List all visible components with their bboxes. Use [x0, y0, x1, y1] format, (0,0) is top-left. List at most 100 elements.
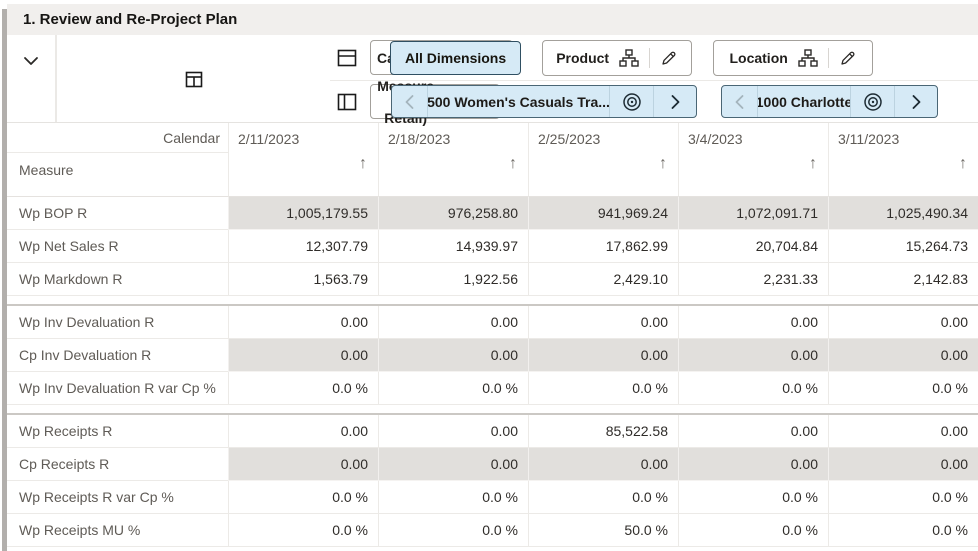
pane-layout-button[interactable] — [183, 68, 205, 90]
all-dimensions-button[interactable]: All Dimensions — [390, 41, 521, 75]
product-page-selector: 500 Women's Casuals Tra... — [391, 85, 697, 118]
value-cell[interactable]: 0.0 % — [228, 481, 378, 514]
value-cell[interactable]: 0.00 — [228, 448, 378, 481]
column-header[interactable]: 3/4/2023 ↑ — [678, 123, 828, 197]
measure-row-label[interactable]: Cp Inv Devaluation R — [7, 339, 228, 372]
row-dimension-label[interactable]: Measure — [7, 153, 228, 196]
column-header[interactable]: 3/11/2023 ↑ — [828, 123, 978, 197]
value-cell[interactable]: 0.0 % — [828, 481, 978, 514]
value-cell[interactable]: 0.00 — [528, 306, 678, 339]
measure-row-label[interactable]: Wp Net Sales R — [7, 230, 228, 263]
value-cell[interactable]: 0.0 % — [678, 481, 828, 514]
value-cell[interactable]: 1,922.56 — [378, 263, 528, 296]
column-header[interactable]: 2/18/2023 ↑ — [378, 123, 528, 197]
hierarchy-icon[interactable] — [619, 49, 639, 67]
value-cell[interactable]: 14,939.97 — [378, 230, 528, 263]
value-cell[interactable]: 0.00 — [828, 448, 978, 481]
value-cell[interactable]: 0.0 % — [828, 514, 978, 547]
value-cell[interactable]: 2,231.33 — [678, 263, 828, 296]
measure-row-label[interactable]: Wp Inv Devaluation R var Cp % — [7, 372, 228, 405]
location-axis-button[interactable]: Location — [713, 40, 873, 76]
value-cell[interactable]: 0.0 % — [378, 372, 528, 405]
value-cell[interactable]: 0.00 — [378, 339, 528, 372]
value-cell[interactable]: 2,142.83 — [828, 263, 978, 296]
collapse-panel-button[interactable] — [21, 54, 41, 70]
product-next-button[interactable] — [654, 86, 696, 117]
value-cell[interactable]: 12,307.79 — [228, 230, 378, 263]
value-cell[interactable]: 50.0 % — [528, 514, 678, 547]
value-cell[interactable]: 2,429.10 — [528, 263, 678, 296]
sort-ascending-icon[interactable]: ↑ — [509, 155, 517, 173]
measure-row-label[interactable]: Cp Receipts R — [7, 448, 228, 481]
hierarchy-icon[interactable] — [798, 49, 818, 67]
location-selection-label[interactable]: 1000 Charlotte — [758, 86, 851, 117]
value-cell[interactable]: 0.00 — [378, 415, 528, 448]
value-cell[interactable]: 0.00 — [378, 448, 528, 481]
value-cell[interactable]: 0.00 — [528, 339, 678, 372]
product-prev-button[interactable] — [392, 86, 428, 117]
value-cell[interactable]: 0.0 % — [678, 514, 828, 547]
value-cell[interactable]: 0.00 — [228, 306, 378, 339]
value-cell[interactable]: 17,862.99 — [528, 230, 678, 263]
location-next-button[interactable] — [895, 86, 937, 117]
value-cell[interactable]: 0.0 % — [228, 514, 378, 547]
column-axis-icon — [336, 91, 358, 113]
product-target-button[interactable] — [610, 86, 654, 117]
measure-row-label[interactable]: Wp Inv Devaluation R — [7, 306, 228, 339]
edit-pencil-icon[interactable] — [839, 49, 857, 67]
toolbar-collapse-area — [7, 35, 56, 122]
location-prev-button[interactable] — [722, 86, 758, 117]
column-dimension-label[interactable]: Calendar — [7, 123, 228, 153]
value-cell[interactable]: 0.00 — [678, 339, 828, 372]
product-selection-label[interactable]: 500 Women's Casuals Tra... — [428, 86, 610, 117]
measure-row-label[interactable]: Wp Receipts R — [7, 415, 228, 448]
window-edge — [2, 9, 7, 551]
edit-pencil-icon[interactable] — [660, 49, 678, 67]
sort-ascending-icon[interactable]: ↑ — [959, 155, 967, 173]
sort-ascending-icon[interactable]: ↑ — [359, 155, 367, 173]
value-cell[interactable]: 0.0 % — [228, 372, 378, 405]
column-header[interactable]: 2/25/2023 ↑ — [528, 123, 678, 197]
value-cell[interactable]: 941,969.24 — [528, 197, 678, 230]
value-cell[interactable]: 1,072,091.71 — [678, 197, 828, 230]
value-cell[interactable]: 976,258.80 — [378, 197, 528, 230]
value-cell[interactable]: 0.00 — [828, 339, 978, 372]
pane-layout-icon — [183, 68, 205, 90]
value-cell[interactable]: 85,522.58 — [528, 415, 678, 448]
sort-ascending-icon[interactable]: ↑ — [659, 155, 667, 173]
value-cell[interactable]: 0.00 — [678, 306, 828, 339]
product-axis-button[interactable]: Product — [542, 40, 692, 76]
measure-row-label[interactable]: Wp BOP R — [7, 197, 228, 230]
value-cell[interactable]: 0.00 — [828, 306, 978, 339]
value-cell[interactable]: 0.00 — [228, 415, 378, 448]
table-row: Wp Inv Devaluation R var Cp %0.0 %0.0 %0… — [7, 372, 978, 405]
value-cell[interactable]: 0.00 — [828, 415, 978, 448]
chevron-right-icon — [671, 95, 680, 109]
value-cell[interactable]: 1,005,179.55 — [228, 197, 378, 230]
value-cell[interactable]: 0.0 % — [528, 372, 678, 405]
value-cell[interactable]: 0.00 — [378, 306, 528, 339]
value-cell[interactable]: 0.0 % — [828, 372, 978, 405]
value-cell[interactable]: 15,264.73 — [828, 230, 978, 263]
value-cell[interactable]: 0.0 % — [528, 481, 678, 514]
chevron-down-icon — [21, 54, 41, 70]
value-cell[interactable]: 0.0 % — [678, 372, 828, 405]
value-cell[interactable]: 0.00 — [678, 448, 828, 481]
measure-row-label[interactable]: Wp Receipts MU % — [7, 514, 228, 547]
value-cell[interactable]: 20,704.84 — [678, 230, 828, 263]
measure-row-label[interactable]: Wp Markdown R — [7, 263, 228, 296]
sort-ascending-icon[interactable]: ↑ — [809, 155, 817, 173]
value-cell[interactable]: 0.00 — [528, 448, 678, 481]
location-target-button[interactable] — [851, 86, 895, 117]
value-cell[interactable]: 0.00 — [678, 415, 828, 448]
value-cell[interactable]: 0.0 % — [378, 514, 528, 547]
value-cell[interactable]: 1,025,490.34 — [828, 197, 978, 230]
measure-row-label[interactable]: Wp Receipts R var Cp % — [7, 481, 228, 514]
value-cell[interactable]: 1,563.79 — [228, 263, 378, 296]
value-cell[interactable]: 0.0 % — [378, 481, 528, 514]
value-cell[interactable]: 0.00 — [228, 339, 378, 372]
column-header[interactable]: 2/11/2023 ↑ — [228, 123, 378, 197]
toolbar: Calendar All Dimens — [7, 35, 978, 122]
